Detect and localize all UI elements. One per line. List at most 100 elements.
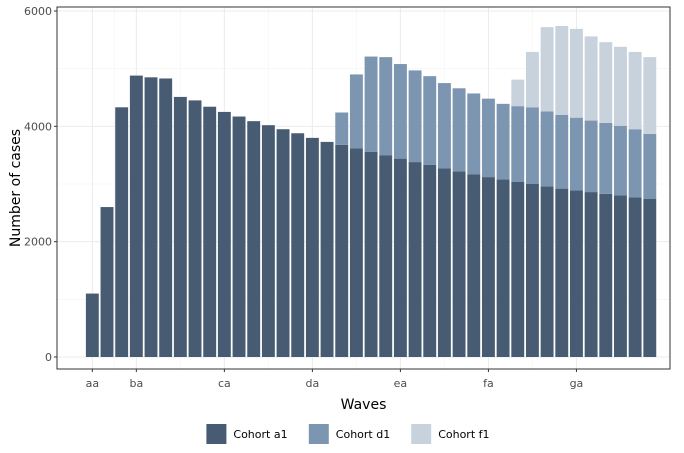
x-axis-title: Waves — [341, 397, 387, 413]
bar-segment-cohort-d1 — [643, 133, 657, 199]
bar-segment-cohort-d1 — [584, 120, 598, 193]
bar-segment-cohort-a1 — [467, 174, 481, 357]
legend-label: Cohort d1 — [336, 428, 390, 441]
bar-segment-cohort-d1 — [614, 125, 627, 196]
legend-item: Cohort a1 — [206, 424, 288, 444]
legend: Cohort a1 Cohort d1 Cohort f1 — [206, 424, 490, 444]
bar-segment-cohort-f1 — [628, 51, 642, 130]
bar-segment-cohort-a1 — [555, 188, 569, 357]
bar-segment-cohort-d1 — [599, 122, 613, 194]
x-tick-label: ca — [218, 377, 231, 390]
bar-segment-cohort-a1 — [305, 137, 319, 357]
bar-segment-cohort-a1 — [408, 162, 422, 357]
bar-segment-cohort-a1 — [129, 75, 143, 357]
y-axis: 0 2000 4000 6000 — [24, 5, 57, 364]
bar-segment-cohort-d1 — [335, 112, 349, 145]
legend-label: Cohort f1 — [438, 428, 489, 441]
x-tick-label: ga — [570, 377, 584, 390]
bar-segment-cohort-a1 — [188, 100, 202, 357]
x-tick-label: da — [306, 377, 320, 390]
bar-segment-cohort-a1 — [511, 181, 525, 357]
legend-label: Cohort a1 — [233, 428, 287, 441]
bar-segment-cohort-d1 — [408, 70, 422, 163]
x-tick-label: fa — [483, 377, 494, 390]
bar-segment-cohort-f1 — [555, 25, 569, 115]
bar-segment-cohort-d1 — [628, 129, 642, 198]
bar-segment-cohort-a1 — [349, 148, 363, 357]
bar-segment-cohort-a1 — [276, 129, 290, 357]
y-axis-title: Number of cases — [8, 129, 24, 247]
bar-segment-cohort-d1 — [423, 76, 437, 165]
bar-segment-cohort-a1 — [261, 125, 275, 358]
bar-segment-cohort-a1 — [540, 186, 554, 357]
panel-border — [56, 6, 671, 370]
bar-segment-cohort-a1 — [159, 78, 173, 357]
bar-segment-cohort-a1 — [247, 121, 261, 357]
bar-segment-cohort-a1 — [115, 107, 129, 357]
bar-segment-cohort-f1 — [614, 46, 627, 126]
bar-segment-cohort-d1 — [540, 111, 554, 187]
bar-segment-cohort-d1 — [349, 74, 363, 149]
bar-segment-cohort-a1 — [100, 207, 114, 357]
y-tick-label: 2000 — [24, 236, 52, 249]
bar-segment-cohort-a1 — [291, 133, 305, 357]
bar-segment-cohort-a1 — [437, 168, 451, 357]
y-tick-label: 0 — [45, 351, 52, 364]
bar-segment-cohort-d1 — [393, 64, 407, 159]
bar-segment-cohort-d1 — [452, 88, 466, 172]
bar-segment-cohort-a1 — [628, 197, 642, 357]
bar-segment-cohort-f1 — [569, 28, 583, 118]
bar-segment-cohort-d1 — [364, 56, 378, 152]
bar-segment-cohort-f1 — [643, 57, 657, 134]
bar-segment-cohort-a1 — [614, 195, 627, 357]
x-tick-label: aa — [86, 377, 99, 390]
bar-segment-cohort-a1 — [423, 164, 437, 357]
bar-segment-cohort-d1 — [379, 57, 393, 156]
legend-key — [308, 424, 329, 444]
legend-item: Cohort f1 — [411, 424, 490, 444]
legend-key — [206, 424, 227, 444]
bar-segment-cohort-a1 — [144, 77, 158, 358]
bar-segment-cohort-d1 — [437, 83, 451, 169]
bar-segment-cohort-f1 — [540, 27, 554, 112]
bar-segment-cohort-a1 — [232, 116, 246, 357]
bar-segment-cohort-d1 — [569, 117, 583, 191]
bar-segment-cohort-d1 — [481, 98, 495, 178]
x-tick-label: ba — [129, 377, 143, 390]
bar-segment-cohort-a1 — [599, 193, 613, 357]
y-tick-label: 4000 — [24, 120, 52, 133]
x-axis: aa ba ca da ea fa ga — [86, 369, 584, 390]
bar-segment-cohort-a1 — [217, 111, 231, 358]
bar-segment-cohort-f1 — [599, 42, 613, 123]
bar-segment-cohort-f1 — [511, 79, 525, 107]
bar-segment-cohort-d1 — [496, 103, 510, 180]
bar-segment-cohort-a1 — [364, 151, 378, 357]
legend-item: Cohort d1 — [308, 424, 390, 444]
bar-segment-cohort-d1 — [555, 114, 569, 189]
bar-segment-cohort-d1 — [511, 106, 525, 182]
bar-segment-cohort-a1 — [481, 177, 495, 357]
bar-segment-cohort-a1 — [379, 155, 393, 357]
bar-segment-cohort-a1 — [452, 171, 466, 357]
bar-segment-cohort-d1 — [467, 93, 481, 175]
bar-segment-cohort-d1 — [525, 107, 539, 184]
bar-segment-cohort-a1 — [496, 179, 510, 357]
bar-segment-cohort-a1 — [569, 190, 583, 357]
bar-segment-cohort-a1 — [173, 96, 187, 357]
bar-segment-cohort-a1 — [525, 184, 539, 357]
bar-segment-cohort-f1 — [584, 36, 598, 121]
bar-segment-cohort-a1 — [85, 293, 99, 357]
bar-segment-cohort-a1 — [320, 141, 334, 357]
bar-segment-cohort-a1 — [335, 144, 349, 357]
bar-segment-cohort-a1 — [643, 198, 657, 357]
bars — [85, 25, 657, 358]
bar-segment-cohort-a1 — [203, 106, 217, 357]
bar-segment-cohort-a1 — [393, 158, 407, 357]
x-tick-label: ea — [394, 377, 408, 390]
legend-key — [411, 424, 432, 444]
bar-segment-cohort-a1 — [584, 192, 598, 357]
y-tick-label: 6000 — [24, 5, 52, 18]
bar-segment-cohort-f1 — [525, 51, 539, 108]
